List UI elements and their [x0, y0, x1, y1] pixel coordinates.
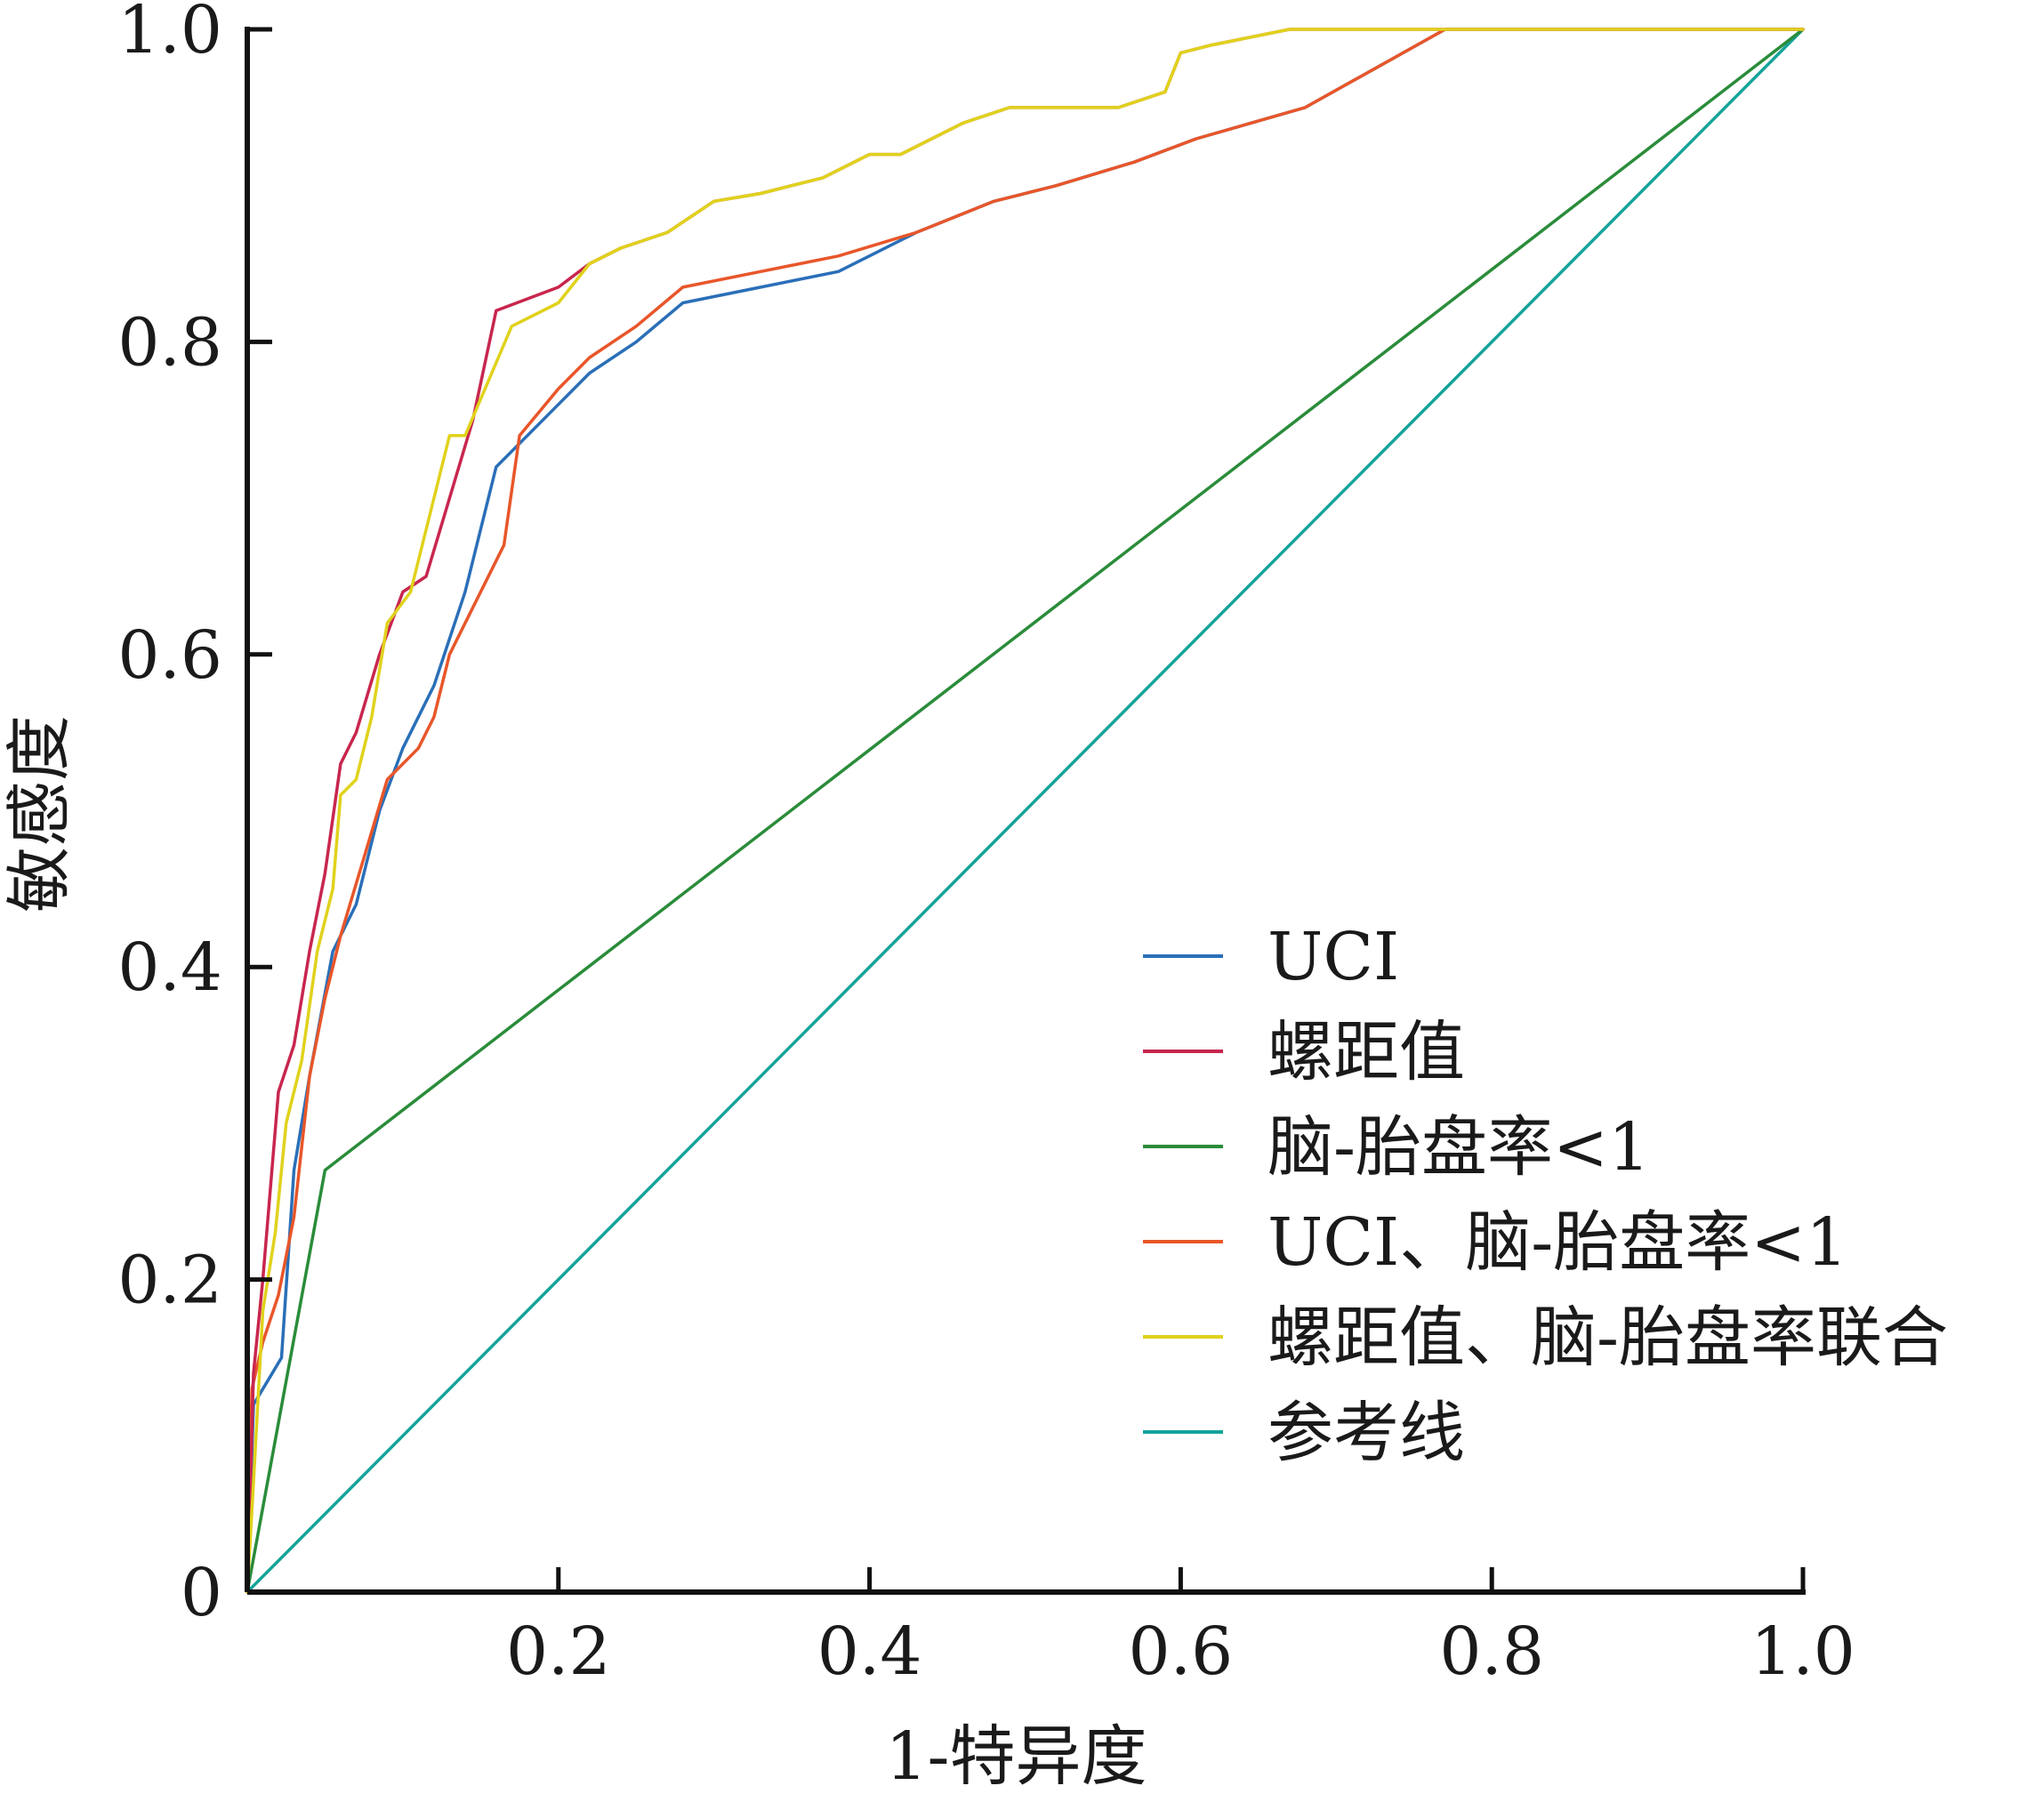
- ticks: 0 0.2 0.4 0.6 0.8 1.0 0.2 0.4 0.6 0.8 1.0: [117, 0, 1855, 1690]
- x-tick-label: 0.4: [817, 1613, 922, 1690]
- x-tick-label: 0.8: [1439, 1613, 1544, 1690]
- series-layer: [245, 28, 1805, 1594]
- series-line-5: [245, 28, 1805, 1594]
- y-tick-label: 0.8: [117, 304, 222, 381]
- legend-label: 螺距值、脑-胎盘率联合: [1267, 1299, 1948, 1376]
- x-tick-label: 0.6: [1129, 1613, 1234, 1690]
- legend-label: UCI: [1267, 919, 1399, 995]
- x-tick-label: 0.2: [506, 1613, 611, 1690]
- series-line-3: [245, 28, 1805, 1594]
- x-tick-label: 1.0: [1750, 1613, 1855, 1690]
- y-tick-label: 0: [181, 1555, 222, 1631]
- y-tick-label: 0.4: [117, 929, 222, 1006]
- legend-label: 参考线: [1267, 1395, 1465, 1471]
- legend-label: 脑-胎盘率<1: [1267, 1109, 1650, 1186]
- y-tick-label: 0.6: [117, 617, 222, 694]
- y-tick-label: 1.0: [117, 0, 222, 68]
- x-axis-title: 1-特异度: [885, 1718, 1147, 1795]
- legend-label: UCI、脑-胎盘率<1: [1267, 1204, 1847, 1281]
- y-tick-label: 0.2: [117, 1243, 222, 1319]
- legend-label: 螺距值: [1267, 1014, 1465, 1090]
- series-line-4: [245, 28, 1805, 1594]
- series-line-2: [245, 28, 1805, 1594]
- y-axis-title: 敏感度: [1, 715, 77, 913]
- axes: [245, 27, 1806, 1595]
